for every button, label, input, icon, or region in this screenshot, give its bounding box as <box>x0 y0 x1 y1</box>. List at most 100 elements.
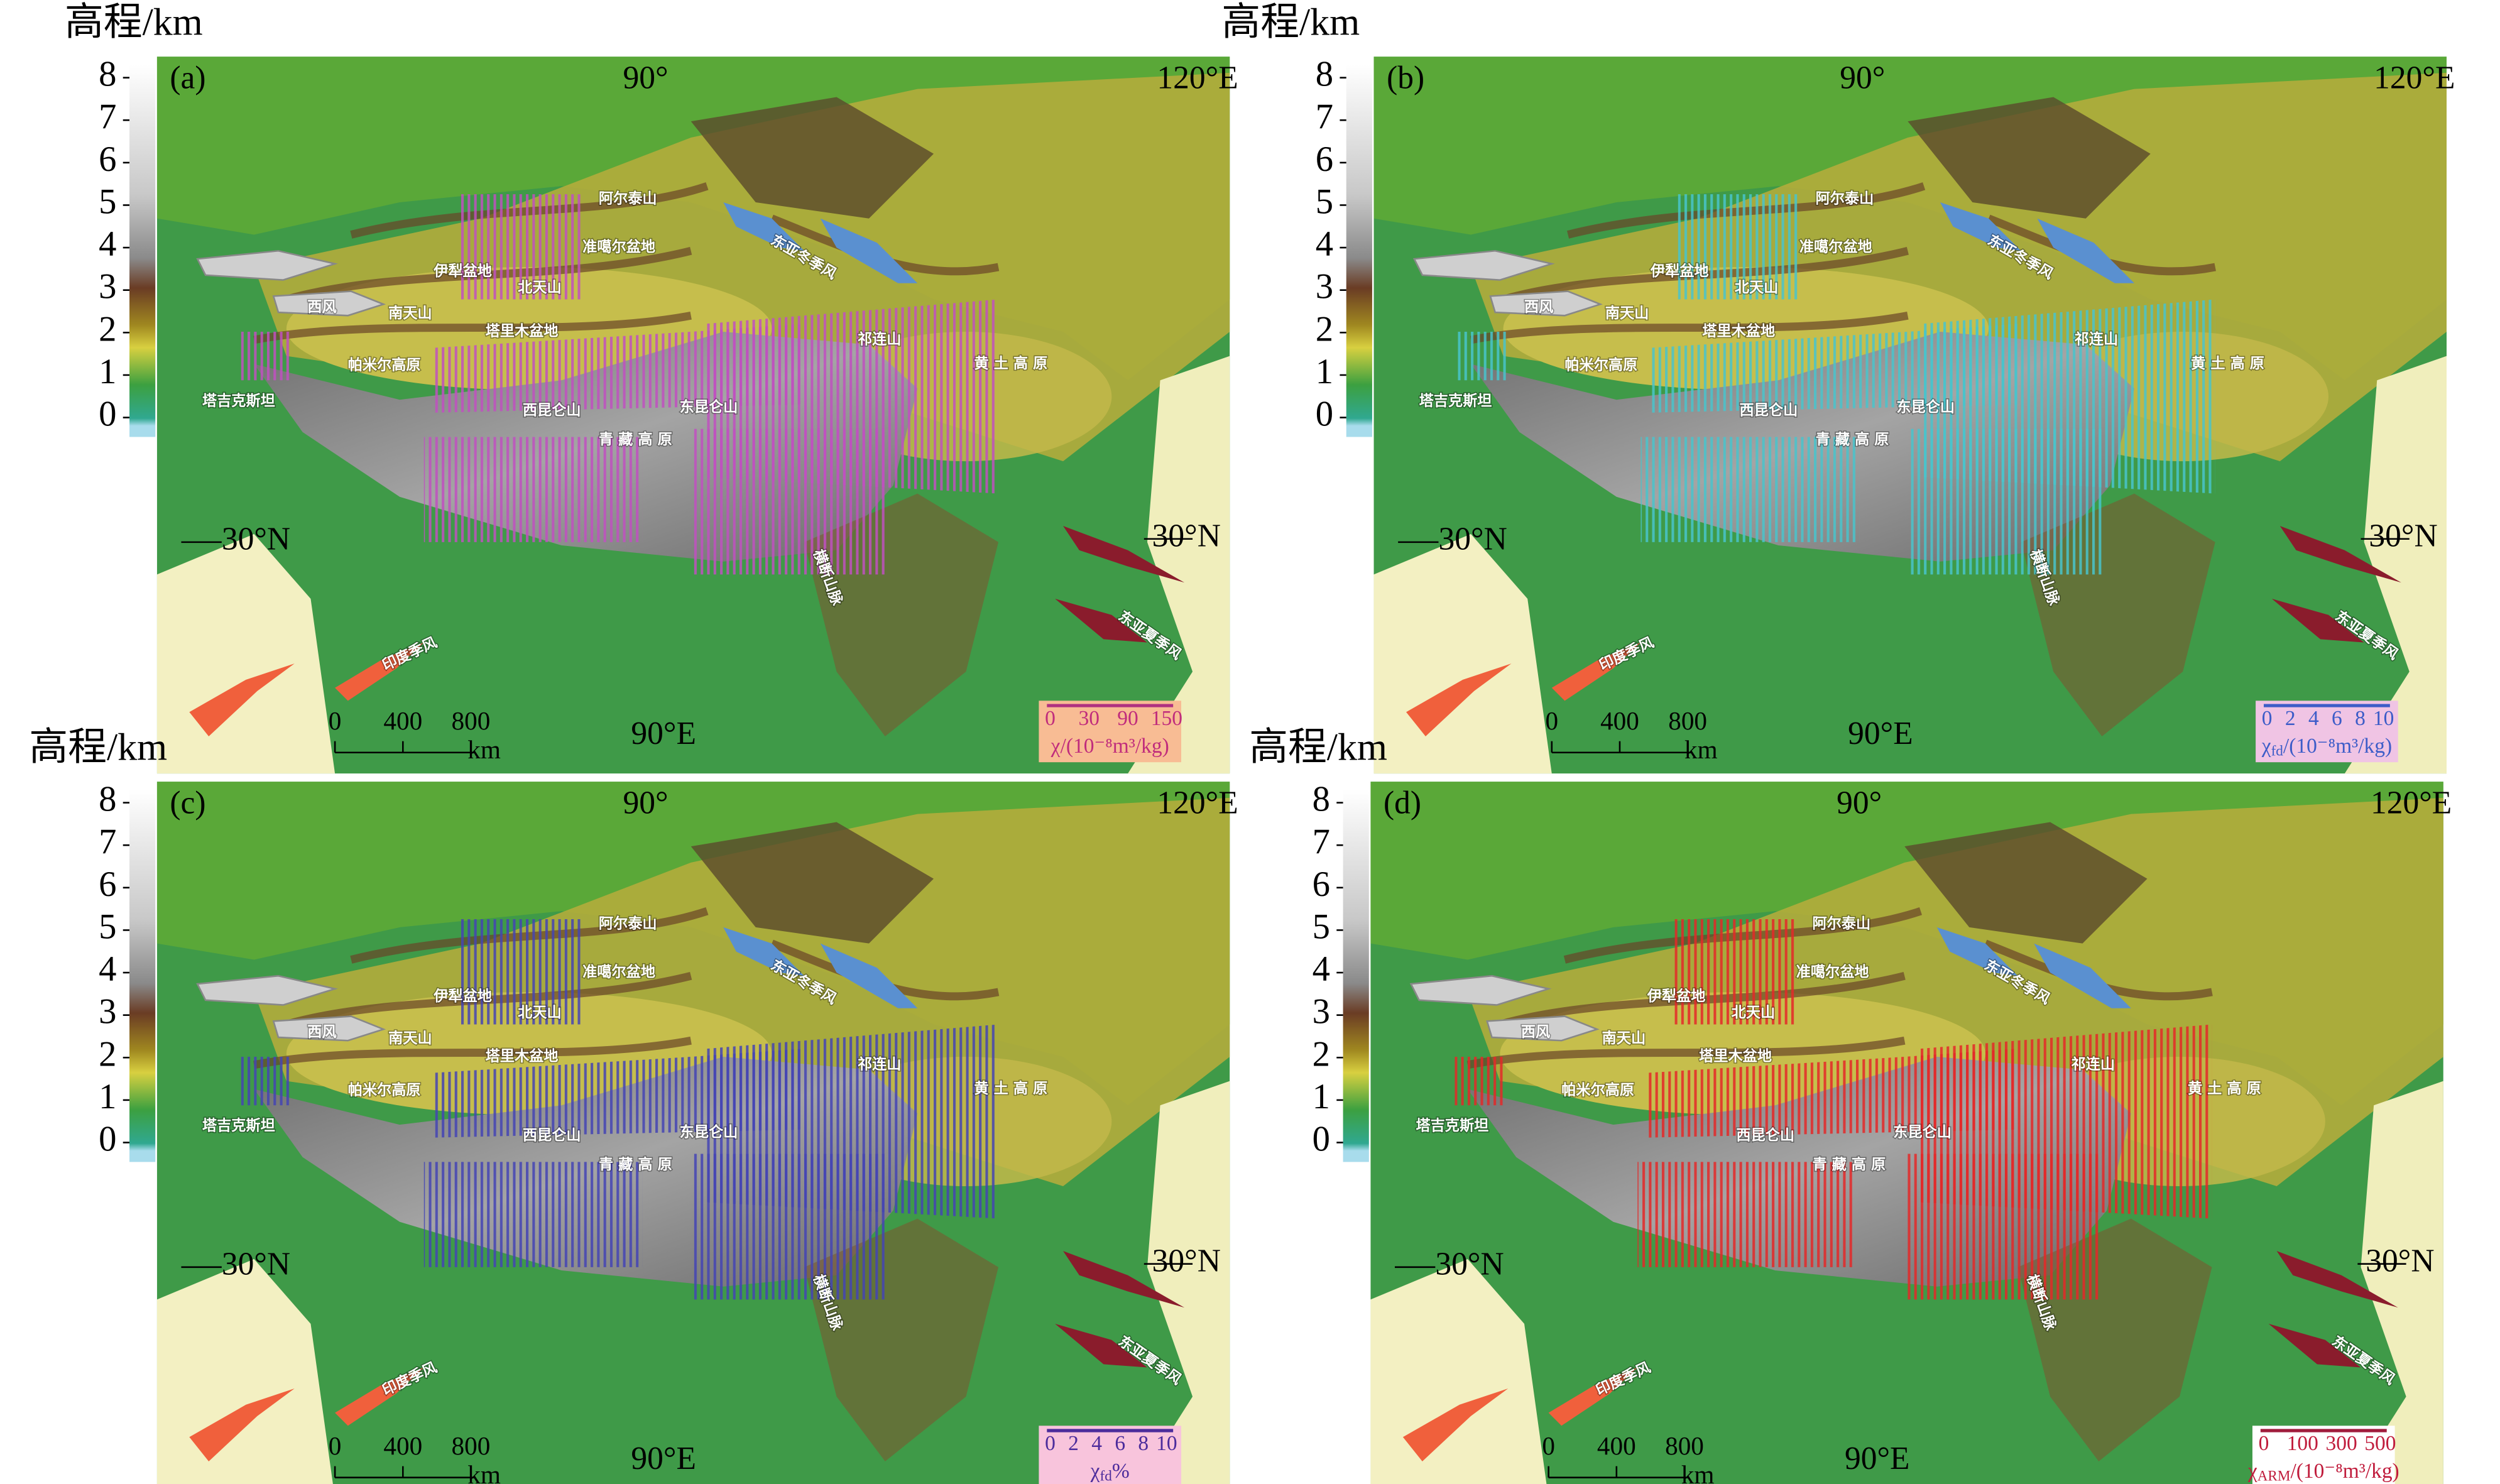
place-label: 西风 <box>1521 1023 1550 1040</box>
elevation-tick-label: 5 <box>99 907 116 946</box>
legend-symbol: χ <box>1051 734 1061 758</box>
legend-tick: 300 <box>2326 1432 2357 1455</box>
elevation-tick-label: 5 <box>1313 907 1330 946</box>
sample-bars <box>1908 428 2102 575</box>
place-label: 北天山 <box>518 279 562 296</box>
scale-tick-label: 400 <box>1597 1431 1636 1460</box>
sample-bars <box>1637 1162 1856 1267</box>
grid-label: 30°N <box>1152 518 1221 554</box>
scale-tick-label: 800 <box>452 1431 491 1460</box>
grid-label: 120°E <box>1157 60 1238 96</box>
legend-tick: 6 <box>2332 707 2342 730</box>
grid-label: 90°E <box>631 1441 696 1476</box>
legend-symbol: χ <box>2261 734 2271 758</box>
sample-bars <box>691 428 885 575</box>
place-label: 塔吉克斯坦 <box>202 392 275 409</box>
place-label: 西昆仑山 <box>1740 402 1798 419</box>
place-label: 塔里木盆地 <box>486 323 559 340</box>
place-label: 西风 <box>1524 298 1553 315</box>
elevation-bar <box>129 789 156 1162</box>
sample-bars <box>423 437 643 542</box>
scale-tick-label: 800 <box>452 706 491 735</box>
place-label: 东昆仑山 <box>680 1124 738 1141</box>
place-label: 阿尔泰山 <box>1812 915 1870 932</box>
elevation-tick-label: 1 <box>99 1078 116 1116</box>
legend-tick: 90 <box>1117 707 1138 730</box>
grid-label: 120°E <box>1157 785 1238 821</box>
place-label: 东昆仑山 <box>1896 399 1955 416</box>
elevation-tick-label: 4 <box>99 225 116 264</box>
elevation-tick-label: 5 <box>99 182 116 221</box>
elevation-tick-label: 4 <box>99 950 116 989</box>
legend-subscript: fd <box>1100 1468 1113 1484</box>
legend-tick: 4 <box>2308 707 2319 730</box>
elevation-tick-label: 3 <box>99 993 116 1032</box>
sample-bars <box>423 1162 643 1267</box>
legend-tick: 500 <box>2364 1432 2396 1455</box>
legend-unit-text: % <box>1112 1459 1130 1483</box>
scale-tick-label: 400 <box>1600 706 1639 735</box>
place-label: 南天山 <box>388 305 432 322</box>
elevation-tick-label: 0 <box>99 1120 116 1159</box>
place-label: 塔吉克斯坦 <box>1419 392 1492 409</box>
place-label: 阿尔泰山 <box>599 915 657 932</box>
elevation-tick-label: 0 <box>99 395 116 434</box>
sample-bars <box>1678 194 1798 300</box>
place-label: 准噶尔盆地 <box>582 964 655 981</box>
place-label: 北天山 <box>1735 279 1779 296</box>
elevation-bar <box>1343 789 1369 1162</box>
elevation-tick-label: 6 <box>1316 140 1333 179</box>
sample-bars <box>1674 919 1795 1025</box>
place-label: 塔吉克斯坦 <box>1416 1117 1488 1134</box>
legend-subscript: ARM <box>2257 1468 2291 1484</box>
place-label: 南天山 <box>388 1030 432 1047</box>
elevation-tick-label: 2 <box>99 310 116 349</box>
elevation-tick-label: 8 <box>99 780 116 819</box>
place-label: 准噶尔盆地 <box>582 239 655 256</box>
elevation-tick-label: 3 <box>1316 268 1333 307</box>
legend-tick: 0 <box>1045 707 1056 730</box>
place-label: 北天山 <box>1732 1004 1776 1021</box>
place-label: 帕米尔高原 <box>348 1082 421 1099</box>
place-label: 青 藏 高 原 <box>1812 1156 1886 1173</box>
sample-bars <box>1455 1056 1504 1106</box>
elevation-tick-label: 4 <box>1316 225 1333 264</box>
legend-tick: 10 <box>1156 1432 1177 1455</box>
legend-tick: 150 <box>1151 707 1182 730</box>
elevation-title: 高程/km <box>65 1 203 43</box>
legend-box <box>1039 1426 1182 1484</box>
place-label: 塔里木盆地 <box>1702 323 1775 340</box>
grid-label: 30°N <box>2369 518 2437 554</box>
legend-tick: 2 <box>2285 707 2296 730</box>
place-label: 伊犁盆地 <box>433 263 492 280</box>
scale-tick-label: 0 <box>329 706 342 735</box>
elevation-tick-label: 6 <box>99 865 116 904</box>
scale-tick-label: 800 <box>1668 706 1707 735</box>
panel-label: (b) <box>1387 60 1424 96</box>
grid-label: 30°N <box>222 1247 290 1282</box>
elevation-tick-label: 2 <box>1316 310 1333 349</box>
place-label: 祁连山 <box>858 1056 902 1072</box>
elevation-title: 高程/km <box>29 726 167 768</box>
scale-unit: km <box>1681 1460 1715 1484</box>
grid-label: 120°E <box>2371 785 2452 821</box>
place-label: 西昆仑山 <box>523 1127 581 1144</box>
legend-unit: χfd% <box>1090 1459 1130 1484</box>
elevation-tick-label: 3 <box>1313 993 1330 1032</box>
scale-unit: km <box>1684 735 1718 764</box>
elevation-bar <box>129 65 156 437</box>
grid-label: 90°E <box>631 716 696 751</box>
legend-tick: 0 <box>1045 1432 1056 1455</box>
place-label: 东昆仑山 <box>1893 1124 1951 1141</box>
place-label: 祁连山 <box>2072 1056 2115 1072</box>
elevation-tick-label: 2 <box>1313 1035 1330 1074</box>
elevation-title: 高程/km <box>1221 1 1360 43</box>
place-label: 东昆仑山 <box>680 399 738 416</box>
legend-unit: χ/(10⁻⁸m³/kg) <box>1051 734 1169 758</box>
legend-unit: χfd/(10⁻⁸m³/kg) <box>2261 734 2392 760</box>
place-label: 阿尔泰山 <box>599 190 657 207</box>
